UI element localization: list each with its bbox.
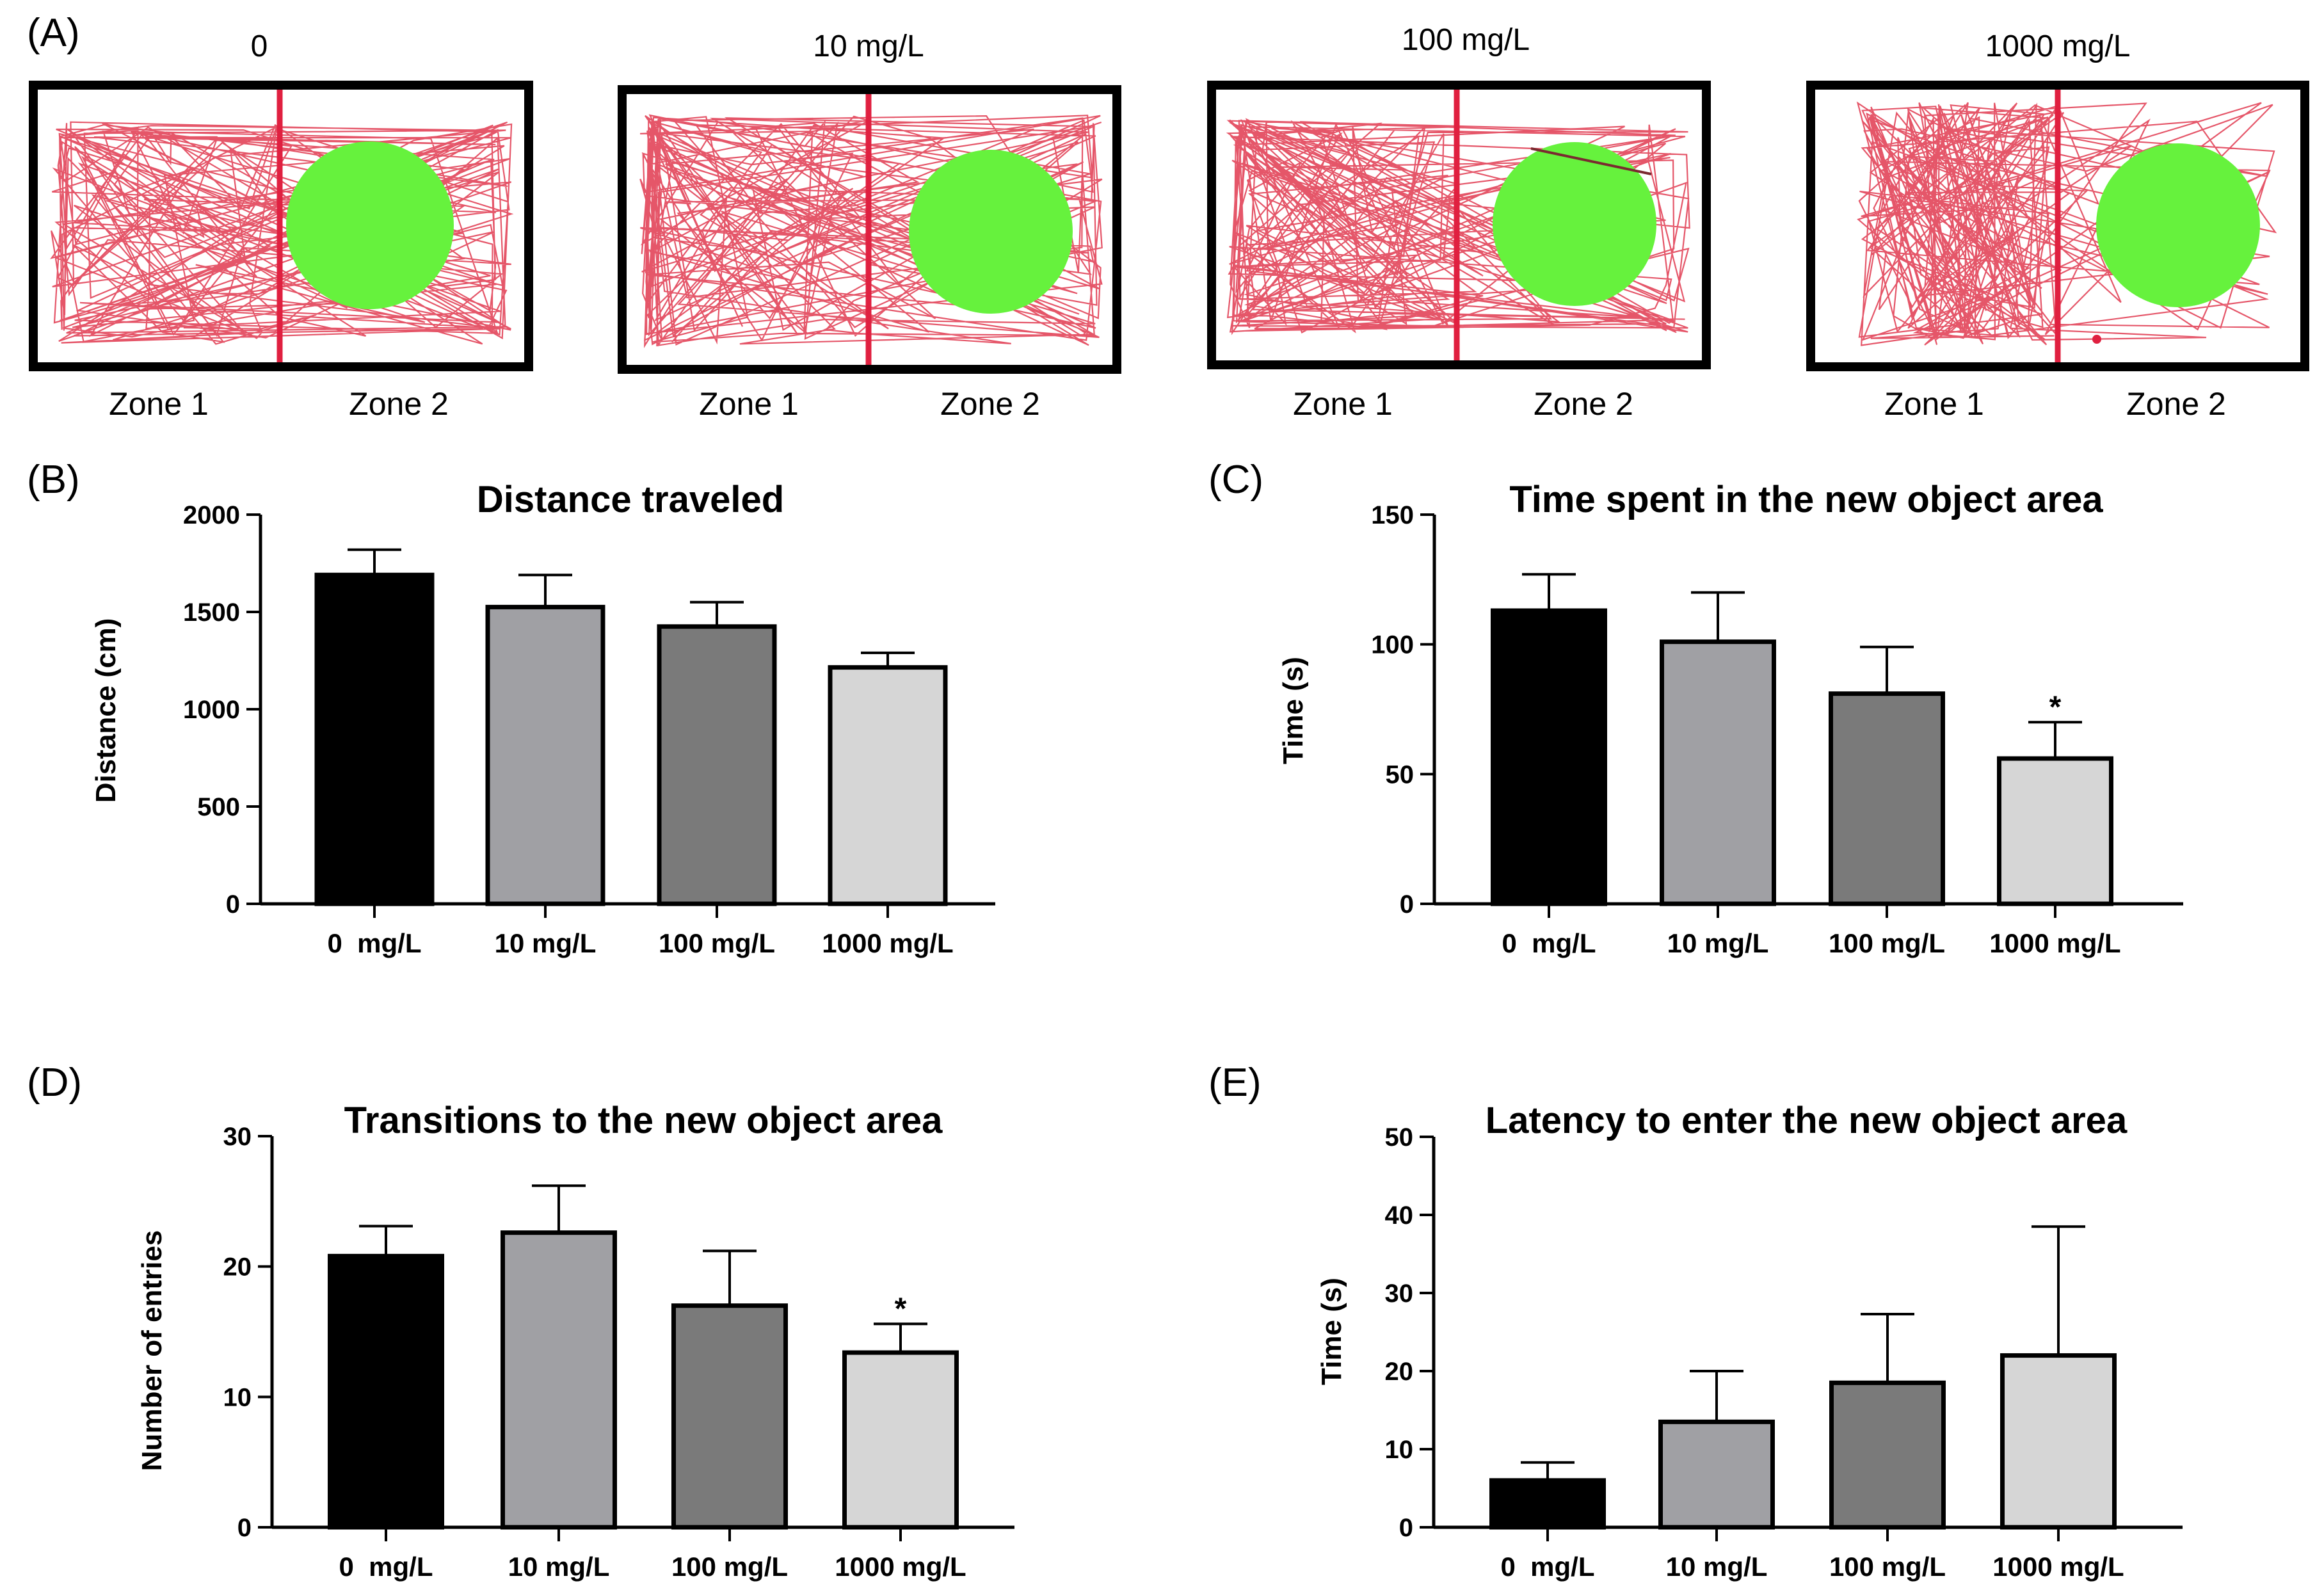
y-tick-label: 50 [1386, 760, 1414, 789]
zone-1-label: Zone 1 [109, 386, 209, 422]
arena-track [1226, 118, 1690, 335]
zone-1-label: Zone 1 [699, 386, 799, 422]
arena-1000: 1000 mg/L Zone 1 Zone 2 [1806, 29, 2309, 422]
y-tick-label: 0 [226, 890, 240, 919]
x-tick-label: 1000 mg/L [1992, 1552, 2124, 1582]
zone-1-label: Zone 1 [1293, 386, 1393, 422]
significance-marker: * [2049, 690, 2062, 724]
x-tick-label: 10 mg/L [1666, 1552, 1768, 1582]
y-tick-label: 30 [223, 1123, 252, 1151]
y-tick-label: 500 [197, 793, 240, 821]
y-tick-label: 20 [223, 1253, 252, 1281]
bar [1997, 756, 2113, 906]
x-tick-label: 10 mg/L [1667, 928, 1769, 958]
y-tick-label: 2000 [183, 501, 240, 529]
y-tick-label: 40 [1385, 1201, 1414, 1230]
chart-latency: (E) Latency to enter the new object area T… [1208, 1061, 2183, 1582]
bar [2000, 1353, 2117, 1530]
y-axis-label: Time (s) [1316, 1278, 1347, 1385]
x-tick-label: 1000 mg/L [1989, 928, 2120, 958]
arena-title: 10 mg/L [813, 29, 924, 63]
y-tick-label: 1000 [183, 696, 240, 724]
y-tick-label: 150 [1371, 501, 1414, 529]
bar [671, 1303, 788, 1530]
y-tick-label: 0 [1400, 890, 1414, 919]
x-tick-label: 100 mg/L [1829, 1552, 1946, 1582]
end-position-marker [2092, 335, 2101, 344]
object-crossing-track [1530, 147, 1652, 175]
bar [501, 1230, 617, 1530]
x-tick-label: 10 mg/L [495, 928, 597, 958]
chart-title: Transitions to the new object area [344, 1100, 943, 1141]
chart-transitions: (D) Transitions to the new object area Num… [27, 1061, 1014, 1582]
y-tick-label: 1500 [183, 598, 240, 627]
x-tick-label: 100 mg/L [1829, 928, 1945, 958]
bar [1489, 1478, 1606, 1530]
zone-1-label: Zone 1 [1884, 386, 1984, 422]
arena-title: 1000 mg/L [1985, 29, 2131, 63]
y-tick-label: 20 [1385, 1358, 1414, 1386]
arena-10: 10 mg/L Zone 1 Zone 2 [618, 29, 1121, 422]
chart-time-new-object: (C) Time spent in the new object area Time… [1208, 458, 2183, 958]
y-tick-label: 50 [1385, 1123, 1414, 1152]
x-tick-label: 1000 mg/L [835, 1552, 966, 1582]
y-tick-label: 10 [223, 1383, 252, 1411]
x-tick-label: 0 mg/L [327, 928, 421, 958]
arena-track [639, 114, 1103, 348]
bar [1829, 691, 1945, 906]
y-tick-label: 0 [1399, 1514, 1413, 1542]
x-tick-label: 0 mg/L [1500, 1552, 1594, 1582]
swim-path [1226, 118, 1690, 335]
zone-2-label: Zone 2 [940, 386, 1040, 422]
panel-letter: (D) [27, 1061, 82, 1105]
new-object [2096, 143, 2260, 307]
panel-letter: (C) [1208, 458, 1263, 502]
arena-title: 100 mg/L [1402, 23, 1530, 57]
bar [657, 624, 777, 906]
zone-2-label: Zone 2 [1534, 386, 1633, 422]
chart-title: Latency to enter the new object area [1486, 1100, 2128, 1141]
y-tick-label: 100 [1371, 631, 1414, 659]
panel-letter: (E) [1208, 1061, 1262, 1105]
y-axis-label: Number of entries [136, 1230, 168, 1472]
y-tick-label: 10 [1385, 1436, 1414, 1464]
bar [1491, 608, 1607, 906]
x-tick-label: 1000 mg/L [822, 928, 953, 958]
bar [1660, 639, 1776, 906]
new-object [286, 141, 454, 309]
arena-title: 0 [251, 29, 268, 63]
bar [485, 604, 605, 906]
new-object [909, 150, 1073, 314]
swim-path [639, 114, 1103, 348]
y-tick-label: 30 [1385, 1280, 1414, 1308]
x-tick-label: 10 mg/L [508, 1552, 610, 1582]
y-axis-label: Time (s) [1278, 657, 1309, 764]
x-tick-label: 100 mg/L [671, 1552, 788, 1582]
panel-a: (A) 0 Zone 1 Zone 2 10 mg/L Zone 1 Zone … [27, 11, 2309, 422]
panel-letter: (B) [27, 458, 80, 502]
bar [314, 572, 435, 906]
chart-title: Time spent in the new object area [1509, 479, 2103, 520]
new-object [1493, 142, 1656, 306]
significance-marker: * [895, 1292, 907, 1326]
bar [842, 1350, 959, 1530]
chart-title: Distance traveled [477, 479, 784, 520]
zone-2-label: Zone 2 [2126, 386, 2226, 422]
x-tick-label: 0 mg/L [339, 1552, 433, 1582]
bar [328, 1253, 444, 1530]
chart-distance-traveled: (B) Distance traveled Distance (cm) 0 mg/L 1… [27, 458, 995, 958]
arena-0: 0 Zone 1 Zone 2 [29, 29, 533, 422]
zone-2-label: Zone 2 [349, 386, 449, 422]
y-axis-label: Distance (cm) [90, 618, 122, 803]
y-tick-label: 0 [237, 1514, 252, 1542]
x-tick-label: 0 mg/L [1502, 928, 1596, 958]
arena-100: 100 mg/L Zone 1 Zone 2 [1207, 23, 1711, 422]
bar [1829, 1380, 1946, 1530]
x-tick-label: 100 mg/L [659, 928, 775, 958]
panel-a-letter: (A) [27, 11, 80, 55]
bar [828, 665, 948, 906]
bar [1658, 1419, 1775, 1530]
